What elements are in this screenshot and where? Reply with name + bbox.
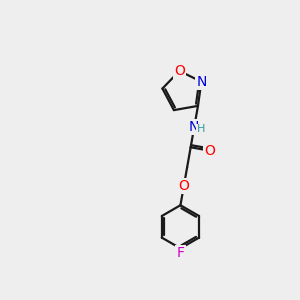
Text: F: F (176, 246, 184, 260)
Text: O: O (174, 64, 185, 78)
Text: H: H (197, 124, 205, 134)
Text: N: N (196, 75, 207, 89)
Text: O: O (204, 144, 215, 158)
Text: N: N (189, 120, 200, 134)
Text: O: O (178, 179, 189, 193)
